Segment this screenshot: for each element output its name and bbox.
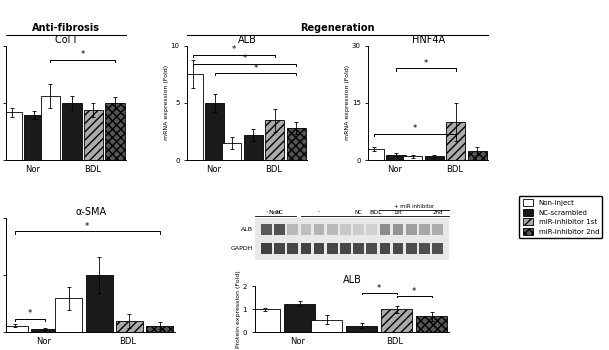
Text: Regeneration: Regeneration <box>300 23 375 33</box>
Text: -: - <box>266 210 267 215</box>
Bar <box>340 224 351 235</box>
Legend: Non-inject, NC-scrambled, miR-inhibitor 1st, miR-inhibitor 2nd: Non-inject, NC-scrambled, miR-inhibitor … <box>519 196 602 238</box>
Title: ALB: ALB <box>238 35 256 45</box>
Bar <box>367 224 377 235</box>
Bar <box>274 243 285 254</box>
Bar <box>249 309 280 332</box>
Bar <box>284 303 315 332</box>
Bar <box>84 110 103 160</box>
Bar <box>32 329 58 332</box>
Y-axis label: mRNA expression (Fold): mRNA expression (Fold) <box>164 65 169 140</box>
Text: *: * <box>27 309 32 318</box>
Bar <box>314 224 325 235</box>
Title: α-SMA: α-SMA <box>75 207 106 217</box>
Text: NC: NC <box>354 210 362 215</box>
Bar <box>327 224 337 235</box>
Bar <box>379 243 390 254</box>
Bar <box>346 326 378 332</box>
Y-axis label: mRNA expression (Fold): mRNA expression (Fold) <box>345 65 350 140</box>
Bar <box>261 224 272 235</box>
Text: *: * <box>85 222 90 231</box>
Text: Nor: Nor <box>269 210 280 215</box>
Bar <box>116 321 143 332</box>
Bar <box>244 135 262 160</box>
Bar <box>261 243 272 254</box>
Bar <box>406 224 417 235</box>
Bar <box>265 120 284 160</box>
Bar <box>62 103 82 160</box>
Bar <box>432 243 443 254</box>
Text: BDL: BDL <box>369 210 382 215</box>
Bar <box>105 103 125 160</box>
Bar <box>340 243 351 254</box>
Text: + miR inhibitor: + miR inhibitor <box>394 204 434 209</box>
Bar <box>301 224 311 235</box>
Bar <box>353 243 364 254</box>
Bar <box>468 151 487 160</box>
Bar <box>432 224 443 235</box>
Text: *: * <box>232 45 236 54</box>
Bar <box>287 224 298 235</box>
Bar <box>406 243 417 254</box>
Bar <box>381 309 412 332</box>
Bar <box>314 243 325 254</box>
Bar <box>24 115 43 160</box>
Text: 2nd: 2nd <box>432 210 443 215</box>
Bar <box>301 243 311 254</box>
Bar <box>274 224 285 235</box>
Bar <box>367 243 377 254</box>
Bar <box>2 112 22 160</box>
Bar <box>416 316 447 332</box>
Bar <box>379 224 390 235</box>
Bar <box>41 96 60 160</box>
Bar <box>365 149 384 160</box>
Bar <box>353 224 364 235</box>
Bar <box>1 326 28 332</box>
Bar <box>311 320 342 332</box>
Bar <box>146 326 174 332</box>
Text: *: * <box>377 284 381 293</box>
Bar <box>424 156 444 160</box>
Text: Anti-fibrosis: Anti-fibrosis <box>32 23 100 33</box>
Y-axis label: Protein expression (Fold): Protein expression (Fold) <box>236 271 241 348</box>
Text: *: * <box>424 59 428 68</box>
Bar <box>55 298 82 332</box>
Bar <box>287 128 306 160</box>
Text: *: * <box>253 64 258 72</box>
Title: Col I: Col I <box>55 35 77 45</box>
Text: *: * <box>412 287 417 296</box>
Bar <box>393 243 403 254</box>
Text: *: * <box>413 124 417 133</box>
Title: HNF4A: HNF4A <box>412 35 445 45</box>
Bar <box>403 156 422 160</box>
Bar <box>386 155 406 160</box>
Text: -: - <box>318 210 320 215</box>
Bar <box>205 103 224 160</box>
Bar <box>222 143 241 160</box>
Text: *: * <box>80 50 85 60</box>
Text: NC: NC <box>276 210 284 215</box>
Bar <box>393 224 403 235</box>
Text: *: * <box>242 54 247 63</box>
Bar <box>327 243 337 254</box>
Bar <box>419 224 430 235</box>
Bar <box>419 243 430 254</box>
Title: ALB: ALB <box>343 275 361 286</box>
Bar <box>446 122 465 160</box>
Bar <box>287 243 298 254</box>
Bar <box>184 74 203 160</box>
Text: 1st: 1st <box>394 210 403 215</box>
Bar <box>85 275 113 332</box>
